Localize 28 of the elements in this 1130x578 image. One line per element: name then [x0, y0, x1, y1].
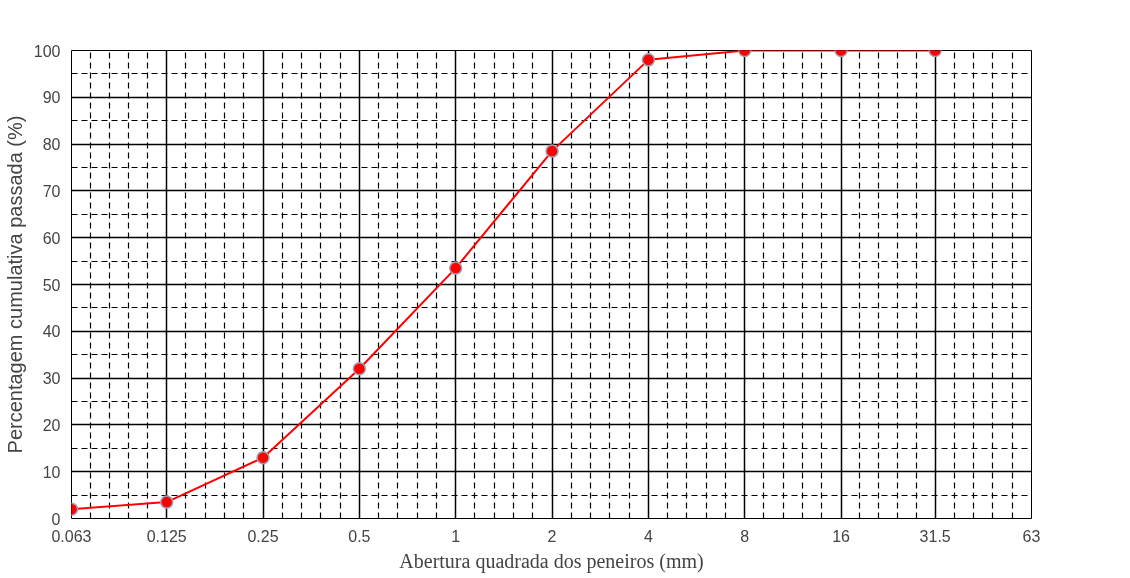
x-tick-label: 1 [451, 527, 461, 545]
x-tick-label: 63 [1022, 527, 1041, 545]
x-tick-label: 16 [832, 527, 851, 545]
point [256, 450, 270, 465]
point [159, 495, 174, 509]
y-tick-label: 60 [42, 229, 61, 247]
y-tick-label: 80 [42, 136, 61, 154]
point [448, 261, 463, 275]
x-axis-title: Abertura quadrada dos peneiros (mm) [399, 549, 704, 573]
y-tick-label: 70 [42, 182, 61, 200]
point [352, 362, 367, 376]
y-tick-label: 0 [51, 510, 61, 528]
y-tick-label: 50 [42, 276, 61, 294]
y-tick-label: 40 [42, 323, 61, 341]
x-tick-label: 0.125 [146, 527, 187, 545]
x-tick-label: 0.063 [51, 527, 92, 545]
x-tick-label: 31.5 [919, 527, 951, 545]
y-axis-title: Percentagem cumulativa passada (%) [3, 115, 26, 454]
x-tick-label: 0.5 [348, 527, 371, 545]
x-tick-label: 2 [547, 527, 557, 545]
x-tick-label: 0.25 [247, 527, 279, 545]
y-tick-label: 100 [33, 42, 61, 60]
y-tick-label: 90 [42, 89, 61, 107]
y-tick-label: 30 [42, 370, 61, 388]
y-tick-label: 10 [42, 463, 61, 481]
x-tick-label: 8 [740, 527, 750, 545]
x-tick-label: 4 [643, 527, 653, 545]
y-tick-label: 20 [42, 416, 61, 434]
